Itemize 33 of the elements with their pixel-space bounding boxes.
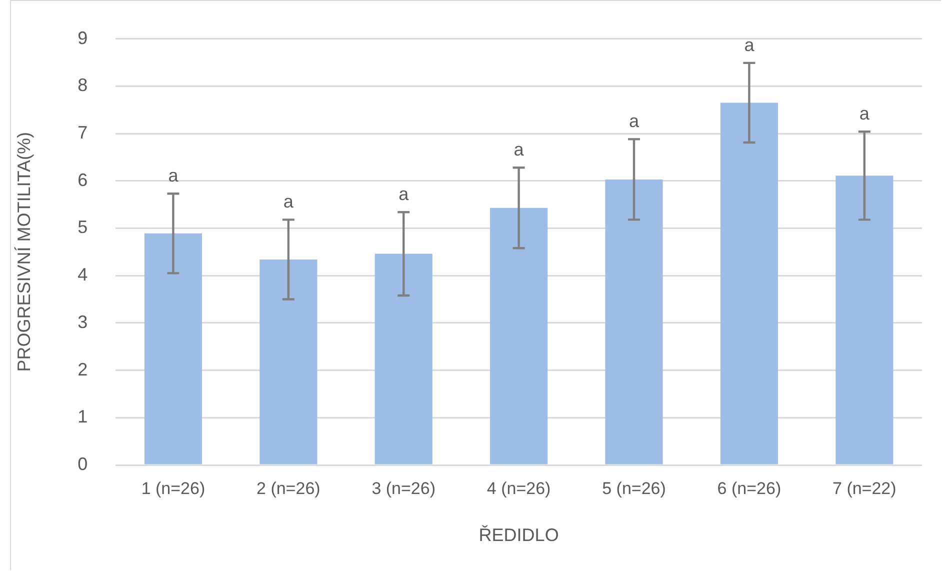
x-tick-label: 3 (n=26)	[372, 478, 436, 498]
y-tick-label: 4	[78, 264, 88, 285]
bar	[374, 254, 432, 464]
x-tick-label: 5 (n=26)	[602, 478, 666, 498]
annotation: a	[398, 184, 410, 204]
y-tick-label: 1	[78, 406, 88, 427]
x-tick-label: 4 (n=26)	[486, 478, 551, 498]
y-tick-label: 6	[78, 170, 88, 190]
annotation: a	[283, 192, 294, 212]
bar	[490, 208, 548, 464]
bar	[260, 259, 318, 464]
y-axis-title: PROGRESIVNÍ MOTILITA(%)	[14, 132, 34, 372]
y-tick-label: 8	[78, 75, 88, 96]
y-tick-label: 3	[78, 312, 88, 332]
annotation: a	[628, 111, 640, 132]
y-tick-label: 9	[78, 28, 88, 48]
annotation: a	[744, 34, 756, 55]
y-tick-label: 5	[78, 217, 88, 238]
x-axis-title: ŘEDIDLO	[478, 525, 559, 546]
bar	[720, 102, 778, 464]
bar	[605, 179, 663, 464]
annotation: a	[859, 104, 870, 124]
x-tick-label: 7 (n=22)	[832, 478, 896, 498]
y-tick-label: 7	[78, 122, 88, 142]
y-tick-label: 0	[78, 454, 88, 474]
bar	[144, 233, 202, 464]
annotation: a	[514, 140, 525, 160]
x-tick-label: 6 (n=26)	[717, 478, 782, 498]
bar	[836, 176, 894, 464]
x-tick-label: 2 (n=26)	[256, 478, 320, 498]
y-tick-label: 2	[78, 359, 88, 380]
annotation: a	[168, 166, 180, 186]
x-tick-label: 1 (n=26)	[141, 478, 206, 498]
